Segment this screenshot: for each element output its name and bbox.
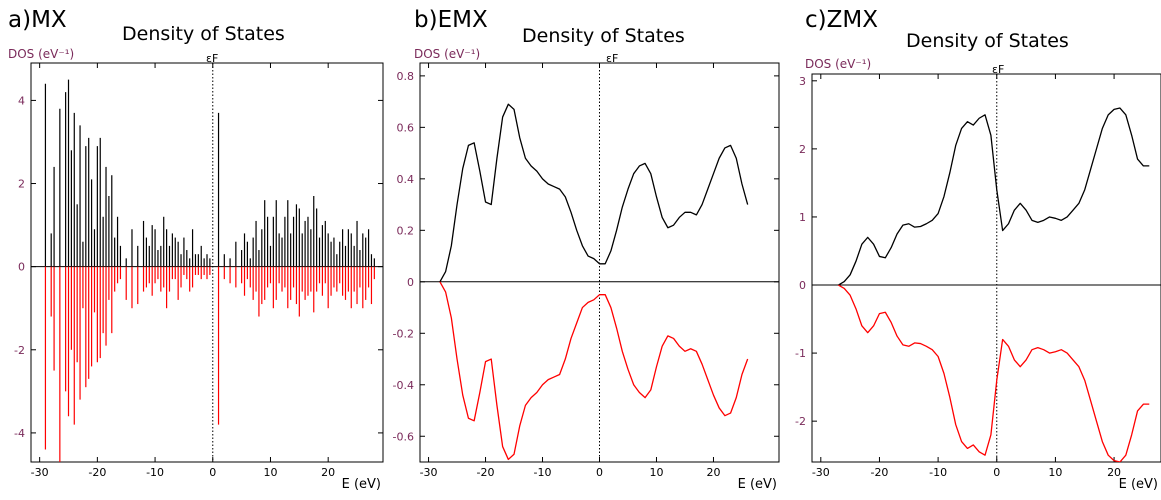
y-axis-label: DOS (eV⁻¹) [805, 57, 871, 71]
spin-down-series [439, 281, 749, 461]
y-tick-label: 0 [799, 279, 806, 292]
y-tick-label: 2 [799, 143, 806, 156]
panel-label: a)MX [8, 7, 67, 33]
fermi-level-label: εF [206, 52, 218, 65]
y-tick-label: 0.6 [397, 121, 415, 134]
dos-curve [838, 107, 1150, 286]
spin-down-series [44, 266, 375, 462]
y-tick-label: 0.2 [397, 224, 415, 237]
x-tick-label: 0 [596, 466, 603, 479]
spin-up-series [838, 107, 1150, 286]
panel-label: b)EMX [414, 7, 488, 33]
x-tick-label: 10 [1048, 466, 1062, 479]
x-tick-label: -30 [812, 466, 830, 479]
y-tick-label: 3 [799, 75, 806, 88]
x-tick-label: 0 [209, 466, 216, 479]
x-axis-label: E (eV) [1119, 477, 1158, 492]
x-tick-label: -10 [534, 466, 552, 479]
x-tick-label: -10 [146, 466, 164, 479]
x-tick-label: 0 [993, 466, 1000, 479]
spin-up-series [44, 79, 375, 267]
y-axis-label: DOS (eV⁻¹) [8, 47, 74, 61]
x-tick-label: -20 [88, 466, 106, 479]
y-tick-label: -0.2 [393, 327, 414, 340]
y-tick-label: 0 [407, 276, 414, 289]
y-tick-label: -2 [795, 415, 806, 428]
spin-up-series [439, 103, 749, 283]
x-tick-label: 20 [1107, 466, 1121, 479]
x-tick-label: 10 [263, 466, 277, 479]
dos-curve [838, 284, 1150, 462]
y-tick-label: 0.8 [397, 70, 415, 83]
y-tick-label: -1 [795, 347, 806, 360]
x-tick-label: 20 [321, 466, 335, 479]
fermi-level-label: εF [992, 63, 1004, 76]
fermi-level-label: εF [606, 52, 618, 65]
y-tick-label: -2 [14, 344, 25, 357]
y-tick-label: -4 [14, 427, 25, 440]
chart-title: Density of States [906, 30, 1069, 52]
x-tick-label: -30 [31, 466, 49, 479]
x-tick-label: 10 [649, 466, 663, 479]
y-tick-label: 0 [18, 261, 25, 274]
x-axis-label: E (eV) [342, 477, 381, 492]
x-axis-label: E (eV) [738, 477, 777, 492]
y-tick-label: 2 [18, 178, 25, 191]
panel-label: c)ZMX [805, 7, 878, 33]
panel-2: b)EMX Density of States DOS (eV⁻¹) εF -30 -20… [393, 7, 780, 492]
dos-curve [439, 103, 749, 283]
plot-frame [811, 73, 1161, 463]
chart-title: Density of States [122, 23, 285, 45]
plot-frame [30, 62, 384, 463]
y-tick-label: 0.4 [397, 173, 415, 186]
x-tick-label: -10 [929, 466, 947, 479]
x-tick-label: -20 [870, 466, 888, 479]
y-tick-label: -0.4 [393, 379, 414, 392]
dos-curve [439, 281, 749, 461]
y-axis-label: DOS (eV⁻¹) [414, 47, 480, 61]
x-tick-label: -20 [477, 466, 495, 479]
chart-title: Density of States [522, 25, 685, 47]
x-tick-label: 20 [706, 466, 720, 479]
spin-down-series [838, 284, 1150, 462]
x-tick-label: -30 [420, 466, 438, 479]
y-tick-label: -0.6 [393, 430, 414, 443]
y-tick-label: 1 [799, 211, 806, 224]
y-tick-label: 4 [18, 94, 25, 107]
